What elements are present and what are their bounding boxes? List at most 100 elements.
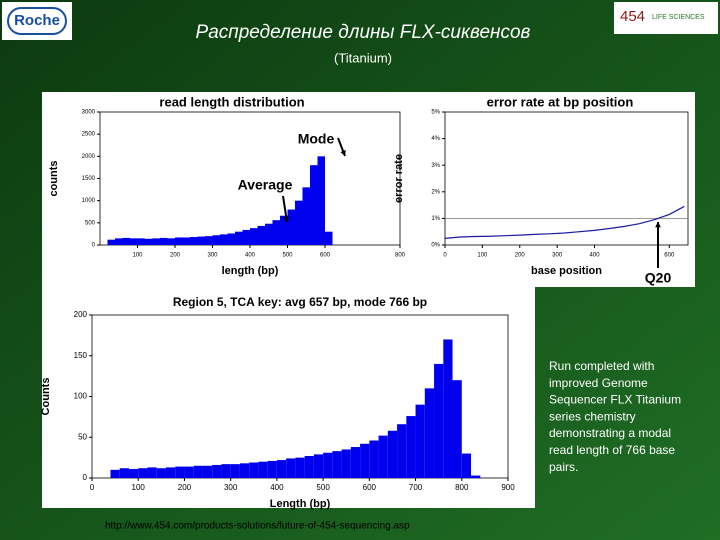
histogram-bar xyxy=(107,239,115,245)
x-tick-label: 200 xyxy=(178,483,192,492)
x-tick-label: 600 xyxy=(664,253,675,259)
y-tick-label: 1500 xyxy=(82,176,96,182)
histogram-bar xyxy=(313,454,324,478)
histogram-bar xyxy=(286,458,296,478)
histogram-bar xyxy=(175,237,183,245)
histogram-bar xyxy=(235,231,243,245)
y-tick-label: 5% xyxy=(431,110,440,116)
histogram-bar xyxy=(276,460,287,478)
x-tick-label: 800 xyxy=(395,253,406,259)
histogram-bar xyxy=(310,165,318,245)
histogram-bar xyxy=(242,229,250,245)
x-tick-label: 900 xyxy=(501,483,515,492)
histogram-bar xyxy=(415,404,425,478)
histogram-bar xyxy=(160,237,168,245)
histogram-bar xyxy=(122,237,130,245)
histogram-bar xyxy=(369,440,379,478)
histogram-bar xyxy=(137,238,145,245)
y-tick-label: 100 xyxy=(74,392,88,401)
chart-title: error rate at bp position xyxy=(487,94,634,109)
histogram-bar xyxy=(461,453,472,478)
histogram-bar xyxy=(323,452,333,478)
histogram-bar xyxy=(452,380,462,478)
histogram-bar xyxy=(175,466,185,478)
x-tick-label: 300 xyxy=(207,253,218,259)
histogram-bar xyxy=(471,475,481,478)
histogram-bar xyxy=(325,231,333,245)
y-tick-label: 2% xyxy=(431,189,440,195)
histogram-bar xyxy=(165,467,176,478)
y-tick-label: 4% xyxy=(431,136,440,142)
x-tick-label: 400 xyxy=(245,253,256,259)
histogram-bar xyxy=(156,468,166,478)
annotation-arrowhead xyxy=(340,150,346,156)
histogram-bar xyxy=(317,156,325,245)
y-tick-label: 50 xyxy=(78,432,87,441)
x-tick-label: 100 xyxy=(477,253,488,259)
histogram-bar xyxy=(434,363,444,478)
slide-title: Распределение длины FLX-сиквенсов xyxy=(196,22,531,43)
x-tick-label: 100 xyxy=(132,483,146,492)
x-tick-label: 100 xyxy=(132,253,143,259)
histogram-bar xyxy=(360,443,370,478)
histogram-bar xyxy=(147,467,157,478)
histogram-bar xyxy=(212,235,220,245)
histogram-bar xyxy=(197,236,205,245)
histogram-bar xyxy=(258,461,268,478)
plot-frame xyxy=(444,111,689,246)
histogram-bar xyxy=(378,435,388,478)
chart-panel-top xyxy=(42,92,695,287)
y-tick-label: 1% xyxy=(431,216,440,222)
histogram-bar xyxy=(341,449,351,478)
x-axis-label: length (bp) xyxy=(222,265,279,277)
histogram-bar xyxy=(239,463,250,478)
chart-title: Region 5, TCA key: avg 657 bp, mode 766 … xyxy=(173,295,427,309)
histogram-bar xyxy=(249,462,259,478)
logo-right-number: 454 xyxy=(620,8,645,25)
histogram-bar xyxy=(138,468,148,478)
histogram-bar xyxy=(443,339,453,478)
histogram-bar xyxy=(257,225,265,245)
x-axis-label: base position xyxy=(531,265,602,277)
slide-subtitle: (Titanium) xyxy=(334,50,392,65)
y-axis-label: error rate xyxy=(393,154,405,203)
logo-right-box xyxy=(614,2,718,34)
x-tick-label: 200 xyxy=(170,253,181,259)
histogram-bar xyxy=(265,223,273,245)
x-tick-label: 600 xyxy=(320,253,331,259)
caption: Run completed with improved Genome Sequenc… xyxy=(549,359,681,474)
y-tick-label: 150 xyxy=(74,351,88,360)
y-axis-label: counts xyxy=(48,160,60,196)
histogram-bar xyxy=(280,215,288,245)
histogram-bar xyxy=(387,430,398,478)
histogram-bar xyxy=(302,187,310,245)
x-tick-label: 0 xyxy=(443,253,447,259)
x-tick-label: 500 xyxy=(282,253,293,259)
histogram-bar xyxy=(130,238,138,245)
logo-left-frame xyxy=(7,7,67,35)
histogram-bar xyxy=(397,424,407,478)
histogram-bar xyxy=(227,233,235,245)
annotation-arrowhead xyxy=(283,216,290,222)
x-axis-label: Length (bp) xyxy=(270,498,331,510)
y-tick-label: 1000 xyxy=(82,198,96,204)
annotation-arrowhead xyxy=(655,222,661,228)
annotation: Q20 xyxy=(645,270,672,286)
y-tick-label: 0 xyxy=(92,243,96,249)
y-tick-label: 200 xyxy=(74,310,88,319)
histogram-bar xyxy=(424,388,435,478)
histogram-bar xyxy=(406,416,416,478)
histogram-bar xyxy=(202,465,213,478)
histogram-bar xyxy=(295,200,303,245)
logo-right-text: LIFE SCIENCES xyxy=(652,14,705,21)
histogram-bar xyxy=(128,469,139,478)
histogram-bar xyxy=(272,220,280,245)
histogram-bar xyxy=(304,455,314,478)
histogram-bar xyxy=(119,468,129,478)
histogram-bar xyxy=(220,234,228,245)
annotation: Mode xyxy=(298,131,335,147)
x-tick-label: 300 xyxy=(552,253,563,259)
histogram-bar xyxy=(184,466,194,478)
histogram-bar xyxy=(110,469,120,478)
